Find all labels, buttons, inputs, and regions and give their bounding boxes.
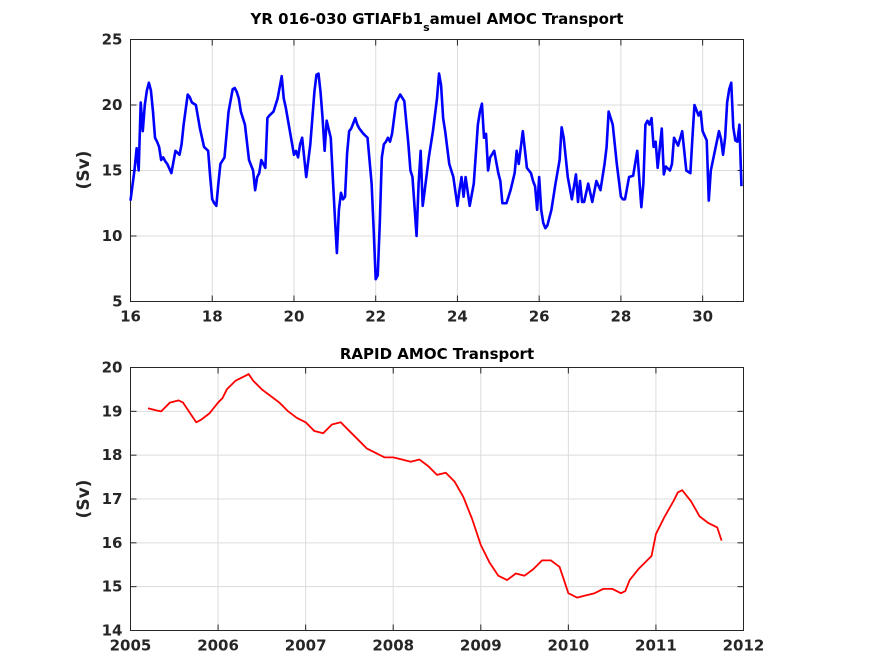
y-tick-label: 14 bbox=[102, 622, 123, 640]
x-tick-label: 2005 bbox=[110, 637, 152, 655]
x-tick-label: 2009 bbox=[460, 637, 502, 655]
y-tick-label: 20 bbox=[102, 359, 123, 377]
series-line-rapid bbox=[147, 373, 723, 599]
ticks-top: 16 18 20 22 24 26 28 30 5 10 15 20 25 bbox=[102, 31, 744, 326]
y-axis-label-top: (Sv) bbox=[74, 151, 94, 190]
y-tick-label: 16 bbox=[102, 534, 123, 552]
amoc-rapid-panel: RAPID AMOC Transport 2005 2006 2007 2008 200… bbox=[74, 345, 764, 655]
x-tick-label: 2007 bbox=[285, 637, 327, 655]
y-tick-label: 19 bbox=[102, 402, 123, 420]
x-tick-label: 2012 bbox=[723, 637, 765, 655]
grid-top bbox=[130, 39, 744, 302]
y-tick-label: 25 bbox=[102, 31, 123, 49]
x-tick-label: 30 bbox=[692, 308, 713, 326]
x-tick-label: 28 bbox=[610, 308, 631, 326]
y-tick-label: 20 bbox=[102, 96, 123, 114]
x-tick-label: 24 bbox=[447, 308, 468, 326]
y-tick-label: 18 bbox=[102, 446, 123, 464]
y-tick-label: 15 bbox=[102, 162, 123, 180]
x-tick-label: 2010 bbox=[547, 637, 589, 655]
y-tick-label: 15 bbox=[102, 578, 123, 596]
chart-title-bottom: RAPID AMOC Transport bbox=[340, 345, 534, 363]
y-tick-label: 17 bbox=[102, 490, 123, 508]
series-line-model bbox=[129, 72, 743, 281]
x-tick-label: 2008 bbox=[372, 637, 414, 655]
x-tick-label: 22 bbox=[365, 308, 386, 326]
amoc-model-panel: YR 016-030 GTIAFb1samuel AMOC Transport … bbox=[74, 10, 744, 326]
ticks-bottom: 2005 2006 2007 2008 2009 2010 2011 2012 14 15 16 17… bbox=[102, 359, 765, 655]
x-tick-label: 2006 bbox=[197, 637, 239, 655]
x-tick-label: 26 bbox=[529, 308, 550, 326]
x-tick-label: 20 bbox=[284, 308, 305, 326]
x-tick-label: 18 bbox=[202, 308, 223, 326]
x-tick-label: 16 bbox=[120, 308, 141, 326]
y-tick-label: 10 bbox=[102, 227, 123, 245]
y-tick-label: 5 bbox=[112, 293, 122, 311]
y-axis-label-bottom: (Sv) bbox=[74, 480, 94, 519]
chart-title-top: YR 016-030 GTIAFb1samuel AMOC Transport bbox=[250, 10, 624, 34]
x-tick-label: 2011 bbox=[635, 637, 677, 655]
grid-bottom bbox=[130, 367, 744, 631]
